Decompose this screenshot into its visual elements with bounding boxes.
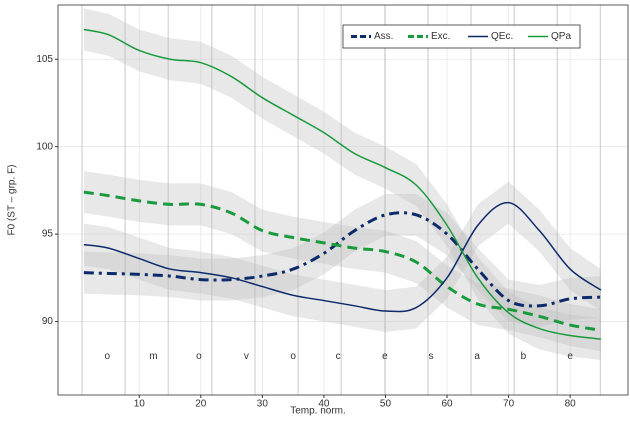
series-line (83, 201, 602, 313)
confidence-ribbon (83, 8, 601, 361)
y-tick-label: 95 (42, 229, 54, 240)
x-axis-label: Temp. norm. (290, 406, 346, 417)
segment-label: o (196, 351, 202, 362)
x-tick-label: 20 (195, 399, 207, 410)
segment-label: m (149, 351, 157, 362)
x-tick-label: 10 (134, 399, 146, 410)
legend-label: Ass. (374, 31, 393, 42)
segment-label: e (567, 351, 573, 362)
legend-label: Exc. (431, 31, 450, 42)
legend-label: QPa (551, 31, 571, 42)
y-tick-label: 100 (36, 141, 53, 152)
segment-label: s (429, 351, 434, 362)
segment-label: v (244, 351, 249, 362)
plot-border (57, 4, 629, 396)
legend-box (342, 24, 581, 49)
plot-background (58, 5, 628, 395)
x-tick-label: 70 (503, 399, 515, 410)
confidence-ribbon (83, 171, 601, 352)
y-axis-label: F0 (ST – grp. F) (7, 165, 18, 236)
x-tick-label: 60 (441, 399, 453, 410)
segment-label: a (474, 351, 480, 362)
segment-label: o (104, 351, 110, 362)
x-tick-label: 50 (380, 399, 392, 410)
segment-label: e (382, 351, 388, 362)
series-line (83, 190, 602, 332)
legend-label: QEc. (491, 31, 513, 42)
series-line (83, 28, 602, 340)
segment-label: c (336, 351, 341, 362)
x-tick-label: 30 (257, 399, 269, 410)
x-tick-label: 80 (565, 399, 577, 410)
y-tick-label: 90 (42, 316, 54, 327)
x-tick-label: 40 (318, 399, 330, 410)
y-tick-label: 105 (36, 54, 53, 65)
segment-label: o (290, 351, 296, 362)
confidence-ribbon (83, 181, 601, 333)
segment-label: b (521, 351, 527, 362)
confidence-ribbon (83, 193, 601, 327)
